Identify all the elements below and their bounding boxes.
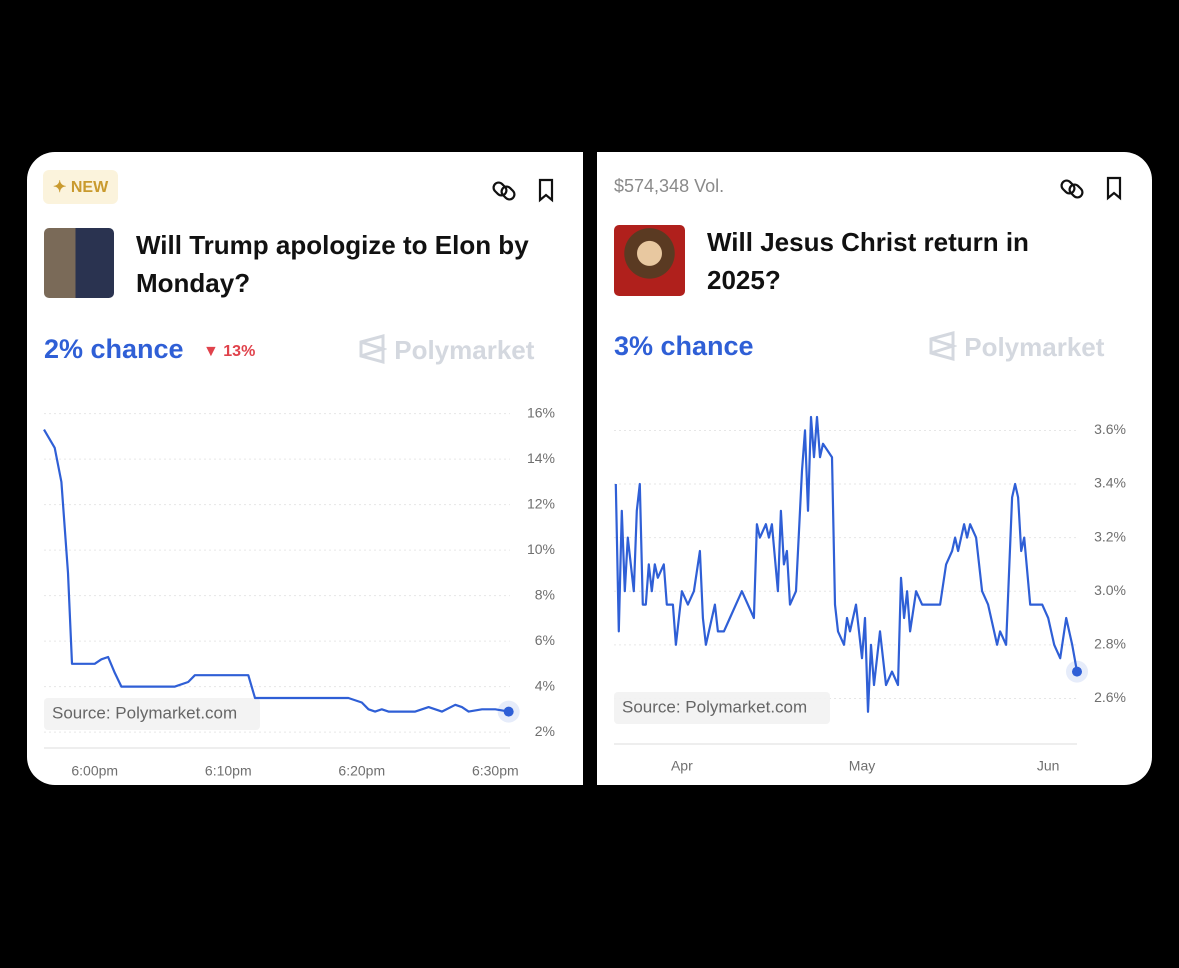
brand: Polymarket: [927, 331, 1104, 363]
line-series: [614, 415, 1079, 713]
y-tick-label: 10%: [527, 541, 555, 557]
x-tick-label: Jun: [1037, 758, 1060, 774]
x-tick-label: 6:00pm: [71, 763, 118, 779]
y-tick-label: 6%: [535, 632, 555, 648]
chance: 3% chance: [614, 331, 754, 361]
change-value: 13%: [223, 343, 256, 360]
last-point: [1072, 666, 1082, 677]
source-label: Source: Polymarket.com: [52, 703, 237, 722]
badge-text: NEW: [70, 179, 109, 196]
market-card[interactable]: ✦ NEW Will Trump apologize to Elon by Mo…: [27, 152, 583, 785]
market-title: Will Trump apologize to Elon by Monday?: [136, 230, 529, 298]
brand-logo: [359, 334, 388, 364]
y-tick-label: 3.0%: [1094, 582, 1126, 598]
y-tick-label: 2%: [535, 723, 555, 739]
link-icon[interactable]: [492, 181, 516, 202]
x-tick-label: Apr: [671, 758, 693, 774]
y-tick-label: 2.8%: [1094, 636, 1126, 652]
line-series: [43, 429, 509, 713]
new-badge: ✦ NEW: [43, 170, 119, 204]
last-point: [503, 706, 514, 717]
bookmark-icon[interactable]: [1106, 176, 1122, 201]
y-tick-label: 16%: [527, 404, 555, 420]
source-label: Source: Polymarket.com: [622, 697, 807, 716]
brand-name: Polymarket: [394, 335, 535, 365]
source-box: [44, 698, 260, 730]
market-title: Will Jesus Christ return in 2025?: [707, 227, 1029, 295]
y-tick-label: 8%: [535, 586, 555, 602]
y-tick-label: 14%: [527, 450, 555, 466]
y-tick-label: 4%: [535, 677, 555, 693]
icons: [492, 178, 554, 203]
x-tick-label: 6:30pm: [472, 763, 519, 779]
y-tick-label: 12%: [527, 495, 555, 511]
volume: $574,348 Vol.: [614, 176, 725, 196]
brand-name: Polymarket: [964, 332, 1105, 362]
link-icon[interactable]: [1060, 179, 1084, 200]
y-tick-label: 3.4%: [1094, 475, 1126, 491]
y-tick-label: 3.6%: [1094, 421, 1126, 437]
market-image: [44, 228, 114, 298]
icons: [1060, 176, 1122, 201]
source-box: [614, 692, 830, 724]
x-tick-label: 6:20pm: [338, 763, 385, 779]
market-image: [614, 225, 685, 296]
y-tick-label: 3.2%: [1094, 528, 1126, 544]
bookmark-icon[interactable]: [538, 178, 554, 203]
change: ▼ 13%: [203, 343, 256, 360]
x-tick-label: May: [849, 758, 875, 774]
brand-logo: [929, 331, 958, 361]
brand: Polymarket: [357, 334, 534, 366]
x-tick-label: 6:10pm: [205, 763, 252, 779]
y-tick-label: 2.6%: [1094, 689, 1126, 705]
market-card[interactable]: $574,348 Vol. Will Jesus Christ return i…: [597, 152, 1152, 785]
chance: 2% chance: [44, 334, 184, 364]
